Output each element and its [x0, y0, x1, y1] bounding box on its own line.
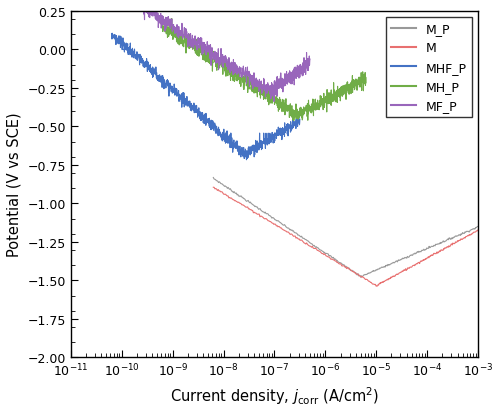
MF_P	[212, 52, 218, 57]
M_P	[219, 182, 225, 187]
MH_P	[291, 119, 297, 123]
MH_P	[198, 51, 203, 56]
MF_P	[148, 12, 154, 17]
MH_P	[202, 56, 208, 61]
MF_P	[232, 61, 237, 66]
M_P	[358, 274, 364, 279]
Line: M_P: M_P	[214, 178, 361, 277]
MF_P	[251, 71, 257, 76]
MH_P	[168, 17, 174, 22]
M_P	[210, 176, 216, 180]
M_P	[346, 266, 352, 271]
MF_P	[262, 95, 268, 100]
MH_P	[294, 111, 300, 116]
MHF_P	[196, 109, 202, 114]
MF_P	[266, 85, 272, 90]
M	[217, 189, 223, 194]
MH_P	[264, 93, 270, 97]
M_P	[216, 180, 222, 185]
M	[373, 284, 379, 289]
MH_P	[192, 43, 198, 48]
MH_P	[160, 21, 166, 26]
M	[240, 204, 246, 209]
MHF_P	[108, 32, 114, 37]
MHF_P	[109, 32, 115, 37]
Line: MH_P: MH_P	[162, 19, 298, 121]
MHF_P	[150, 69, 156, 74]
MF_P	[158, 14, 164, 19]
M_P	[250, 202, 256, 207]
MHF_P	[146, 68, 152, 73]
Y-axis label: Potential (V vs SCE): Potential (V vs SCE)	[7, 113, 22, 257]
Line: M: M	[214, 188, 376, 286]
MF_P	[154, 9, 160, 14]
M	[254, 212, 260, 217]
M	[210, 185, 216, 190]
Line: MF_P: MF_P	[112, 0, 270, 98]
M	[360, 274, 366, 279]
M	[220, 192, 226, 197]
M_P	[238, 194, 244, 199]
Legend: M_P, M, MHF_P, MH_P, MF_P: M_P, M, MHF_P, MH_P, MF_P	[386, 18, 472, 118]
MHF_P	[228, 133, 234, 138]
MHF_P	[141, 62, 147, 67]
X-axis label: Current density, $j_\mathrm{corr}$ (A/cm$^2$): Current density, $j_\mathrm{corr}$ (A/cm…	[170, 385, 379, 406]
M	[365, 278, 371, 283]
MHF_P	[241, 153, 247, 158]
Line: MHF_P: MHF_P	[112, 34, 244, 157]
MH_P	[281, 107, 287, 112]
MHF_P	[238, 155, 244, 160]
MHF_P	[212, 121, 218, 126]
MH_P	[248, 88, 254, 93]
M_P	[350, 269, 356, 274]
